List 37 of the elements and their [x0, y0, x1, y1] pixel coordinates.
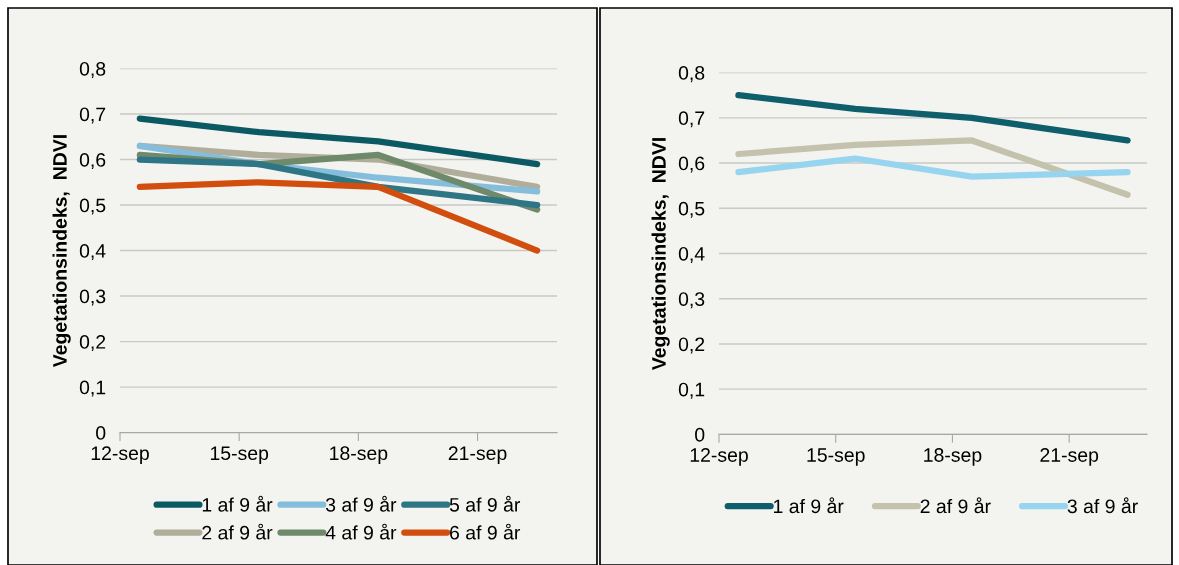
y-axis-title: Vegetationsindeks, NDVI	[52, 135, 71, 368]
y-tick-label: 0,1	[79, 380, 106, 397]
legend-label: 1 af 9 år	[774, 497, 844, 514]
y-tick-label: 0,7	[678, 111, 705, 128]
y-tick-label: 0,7	[79, 107, 106, 124]
y-tick-label: 0,2	[79, 335, 106, 352]
y-tick-label: 0,3	[79, 289, 106, 306]
legend-label: 3 af 9 år	[1067, 497, 1138, 514]
y-tick-label: 0	[695, 427, 705, 442]
y-axis-title: Vegetationsindeks, NDVI	[651, 138, 670, 371]
x-tick-label: 21-sep	[448, 446, 507, 464]
y-tick-label: 0,5	[79, 198, 106, 215]
x-tick-label: 15-sep	[210, 446, 269, 464]
legend-label: 2 af 9 år	[920, 497, 991, 514]
legend-label: 4 af 9 år	[325, 523, 397, 540]
y-tick-label: 0,5	[678, 201, 705, 218]
legend-label: 2 af 9 år	[202, 523, 273, 540]
y-tick-label: 0,4	[678, 246, 705, 264]
y-tick-label: 0,1	[678, 382, 705, 399]
y-tick-label: 0,3	[678, 292, 705, 309]
y-tick-label: 0,2	[678, 337, 705, 354]
y-tick-label: 0,8	[79, 61, 106, 79]
x-tick-label: 15-sep	[807, 448, 865, 466]
x-tick-label: 18-sep	[924, 448, 982, 466]
x-tick-label: 12-sep	[690, 448, 748, 466]
legend-label: 1 af 9 år	[202, 495, 273, 512]
y-tick-label: 0	[96, 426, 106, 440]
legend-label: 5 af 9 år	[449, 495, 521, 512]
y-tick-label: 0,6	[678, 156, 705, 173]
y-tick-label: 0,4	[79, 244, 106, 261]
x-tick-label: 18-sep	[330, 446, 388, 464]
y-tick-label: 0,8	[678, 66, 705, 83]
legend-label: 6 af 9 år	[450, 523, 521, 540]
legend-label: 3 af 9 år	[325, 495, 397, 512]
y-tick-label: 0,6	[79, 152, 106, 170]
x-tick-label: 12-sep	[91, 446, 149, 464]
x-tick-label: 21-sep	[1040, 448, 1099, 466]
